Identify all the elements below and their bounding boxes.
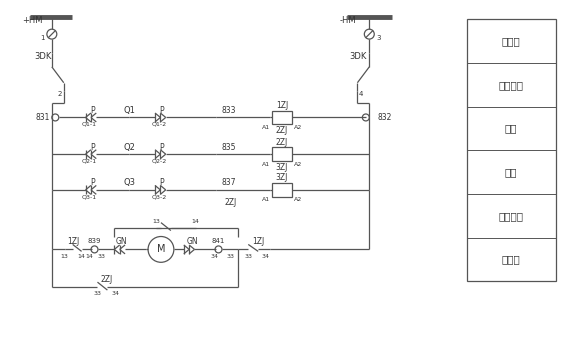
Text: 832: 832 bbox=[377, 113, 392, 122]
Text: P: P bbox=[160, 143, 164, 152]
Text: A1: A1 bbox=[262, 162, 270, 167]
Text: 34: 34 bbox=[261, 254, 269, 259]
Text: 小母线: 小母线 bbox=[502, 36, 521, 46]
Text: 4: 4 bbox=[359, 91, 364, 97]
Text: GN: GN bbox=[187, 237, 199, 246]
Text: 正转: 正转 bbox=[505, 123, 517, 133]
Text: 3ZJ: 3ZJ bbox=[276, 162, 288, 172]
Text: Q2-2: Q2-2 bbox=[151, 159, 167, 163]
Text: 33: 33 bbox=[97, 254, 105, 259]
Text: Q3: Q3 bbox=[123, 178, 135, 188]
Text: P: P bbox=[90, 178, 95, 188]
Text: 空气开关: 空气开关 bbox=[499, 80, 524, 90]
Text: 电动机: 电动机 bbox=[502, 254, 521, 264]
Text: -HM: -HM bbox=[339, 16, 356, 25]
Text: 2ZJ: 2ZJ bbox=[276, 138, 288, 147]
Text: Q3-1: Q3-1 bbox=[82, 194, 97, 200]
Text: 1ZJ: 1ZJ bbox=[252, 237, 264, 246]
Text: 2: 2 bbox=[57, 91, 62, 97]
Text: A2: A2 bbox=[294, 197, 302, 202]
Text: 34: 34 bbox=[211, 254, 218, 259]
Bar bbox=[467, 19, 556, 281]
Text: 33: 33 bbox=[93, 290, 101, 295]
Text: Q2: Q2 bbox=[123, 143, 135, 152]
Text: M: M bbox=[157, 244, 165, 254]
Text: 2ZJ: 2ZJ bbox=[100, 275, 113, 284]
Text: 835: 835 bbox=[221, 143, 236, 152]
Text: 33: 33 bbox=[244, 254, 252, 259]
Text: 3DK: 3DK bbox=[34, 52, 51, 62]
Text: Q2-1: Q2-1 bbox=[82, 159, 97, 163]
Text: GN: GN bbox=[115, 237, 127, 246]
Text: 1: 1 bbox=[41, 35, 45, 41]
Text: 34: 34 bbox=[111, 290, 119, 295]
Text: Q1: Q1 bbox=[123, 106, 135, 115]
Bar bbox=[272, 147, 292, 161]
Text: 837: 837 bbox=[221, 178, 236, 188]
Text: 2ZJ: 2ZJ bbox=[224, 198, 236, 207]
Text: 13: 13 bbox=[61, 254, 69, 259]
Text: 841: 841 bbox=[212, 238, 225, 244]
Bar bbox=[272, 183, 292, 197]
Text: 3: 3 bbox=[376, 35, 381, 41]
Text: 3DK: 3DK bbox=[350, 52, 367, 62]
Text: 14: 14 bbox=[86, 254, 93, 259]
Text: 1ZJ: 1ZJ bbox=[68, 237, 80, 246]
Text: A1: A1 bbox=[262, 197, 270, 202]
Text: P: P bbox=[160, 106, 164, 115]
Text: 反转: 反转 bbox=[505, 167, 517, 177]
Text: A2: A2 bbox=[294, 162, 302, 167]
Text: 33: 33 bbox=[226, 254, 234, 259]
Text: 13: 13 bbox=[152, 219, 160, 224]
Text: 833: 833 bbox=[221, 106, 236, 115]
Text: 合闸闭锁: 合闸闭锁 bbox=[499, 211, 524, 220]
Text: Q1-1: Q1-1 bbox=[82, 122, 97, 127]
Text: 2ZJ: 2ZJ bbox=[276, 126, 288, 135]
Text: Q1-2: Q1-2 bbox=[151, 122, 167, 127]
Text: 3ZJ: 3ZJ bbox=[276, 174, 288, 182]
Text: 831: 831 bbox=[35, 113, 50, 122]
Text: 1ZJ: 1ZJ bbox=[276, 101, 288, 110]
Text: 14: 14 bbox=[192, 219, 200, 224]
Text: +HM: +HM bbox=[22, 16, 43, 25]
Text: A1: A1 bbox=[262, 125, 270, 130]
Text: Q3-2: Q3-2 bbox=[151, 194, 167, 200]
Text: A2: A2 bbox=[294, 125, 302, 130]
Text: 839: 839 bbox=[88, 238, 101, 244]
Text: P: P bbox=[90, 106, 95, 115]
Text: 14: 14 bbox=[78, 254, 86, 259]
Text: P: P bbox=[90, 143, 95, 152]
Text: P: P bbox=[160, 178, 164, 188]
Bar bbox=[272, 111, 292, 124]
